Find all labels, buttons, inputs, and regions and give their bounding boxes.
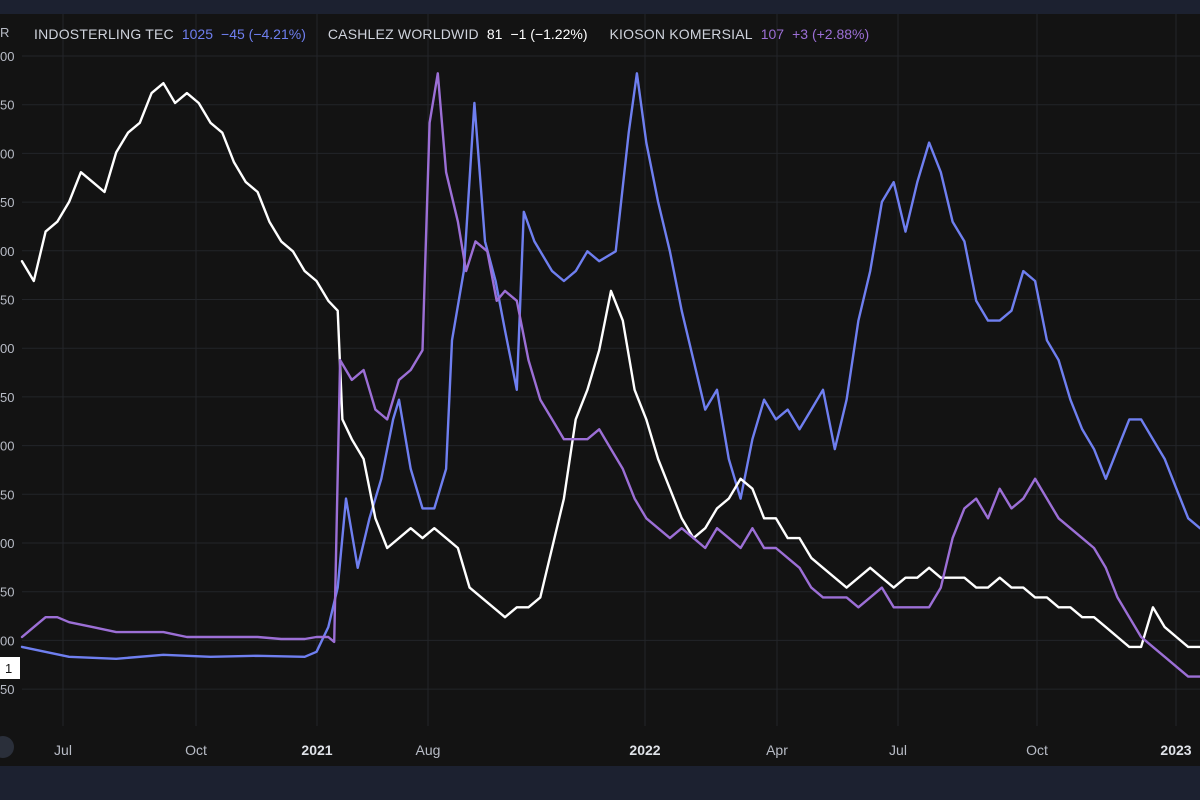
y-tick-label: 50 [0, 98, 14, 113]
x-tick-label: Oct [185, 742, 207, 758]
y-tick-label: 50 [0, 682, 14, 697]
legend-item-indosterling[interactable]: INDOSTERLING TEC 1025 −45 (−4.21%) [34, 26, 306, 42]
y-tick-label: 00 [0, 439, 14, 454]
x-tick-label: Aug [416, 742, 441, 758]
chart-grid [22, 14, 1200, 726]
legend-series-change: +3 (+2.88%) [792, 26, 870, 42]
series-line-2[interactable] [20, 72, 1200, 678]
legend-series-change: −1 (−1.22%) [510, 26, 588, 42]
y-axis-unit: R [0, 25, 9, 40]
y-tick-label: 50 [0, 390, 14, 405]
price-marker-label: 1 [5, 661, 12, 676]
x-axis: Jul Oct 2021 Aug 2022 Apr Jul Oct 2023 [54, 742, 1192, 758]
x-tick-label: 2021 [301, 742, 332, 758]
x-tick-label: Jul [889, 742, 907, 758]
legend-series-value: 107 [760, 26, 785, 42]
legend-series-change: −45 (−4.21%) [221, 26, 306, 42]
x-tick-label: 2023 [1160, 742, 1191, 758]
y-tick-label: 50 [0, 487, 14, 502]
y-axis-price-marker: 1 [0, 657, 20, 679]
y-tick-label: 00 [0, 341, 14, 356]
y-tick-label: 00 [0, 633, 14, 648]
legend-item-cashlez[interactable]: CASHLEZ WORLDWID 81 −1 (−1.22%) [328, 26, 588, 42]
y-tick-label: 00 [0, 49, 14, 64]
legend-series-name: CASHLEZ WORLDWID [327, 26, 479, 42]
y-tick-label: 50 [0, 195, 14, 210]
price-marker-box [0, 657, 20, 679]
x-tick-label: Apr [766, 742, 788, 758]
chart-frame: 00 50 00 50 00 50 00 50 00 50 00 50 00 50 R Jul Oct 2021… [0, 14, 1200, 766]
y-tick-label: 00 [0, 244, 14, 259]
y-tick-label: 50 [0, 293, 14, 308]
legend-series-value: 1025 [181, 26, 214, 42]
legend-series-value: 81 [486, 26, 503, 42]
legend-series-name: INDOSTERLING TEC [34, 26, 174, 42]
y-tick-label: 50 [0, 585, 14, 600]
x-tick-label: Oct [1026, 742, 1048, 758]
x-tick-label: Jul [54, 742, 72, 758]
y-tick-label: 00 [0, 146, 14, 161]
y-axis: 00 50 00 50 00 50 00 50 00 50 00 50 00 50 R [0, 25, 14, 697]
series-group [20, 72, 1200, 678]
x-tick-label: 2022 [629, 742, 660, 758]
bottom-left-corner-button[interactable] [0, 736, 14, 758]
legend: INDOSTERLING TEC 1025 −45 (−4.21%) CASHL… [34, 26, 869, 42]
series-line-1[interactable] [20, 82, 1200, 649]
series-line-0[interactable] [20, 72, 1200, 660]
bottom-band [0, 766, 1200, 800]
chart-canvas: 00 50 00 50 00 50 00 50 00 50 00 50 00 50 R Jul Oct 2021… [0, 14, 1200, 758]
y-tick-label: 00 [0, 536, 14, 551]
legend-item-kioson[interactable]: KIOSON KOMERSIAL 107 +3 (+2.88%) [610, 26, 870, 42]
legend-series-name: KIOSON KOMERSIAL [609, 26, 753, 42]
